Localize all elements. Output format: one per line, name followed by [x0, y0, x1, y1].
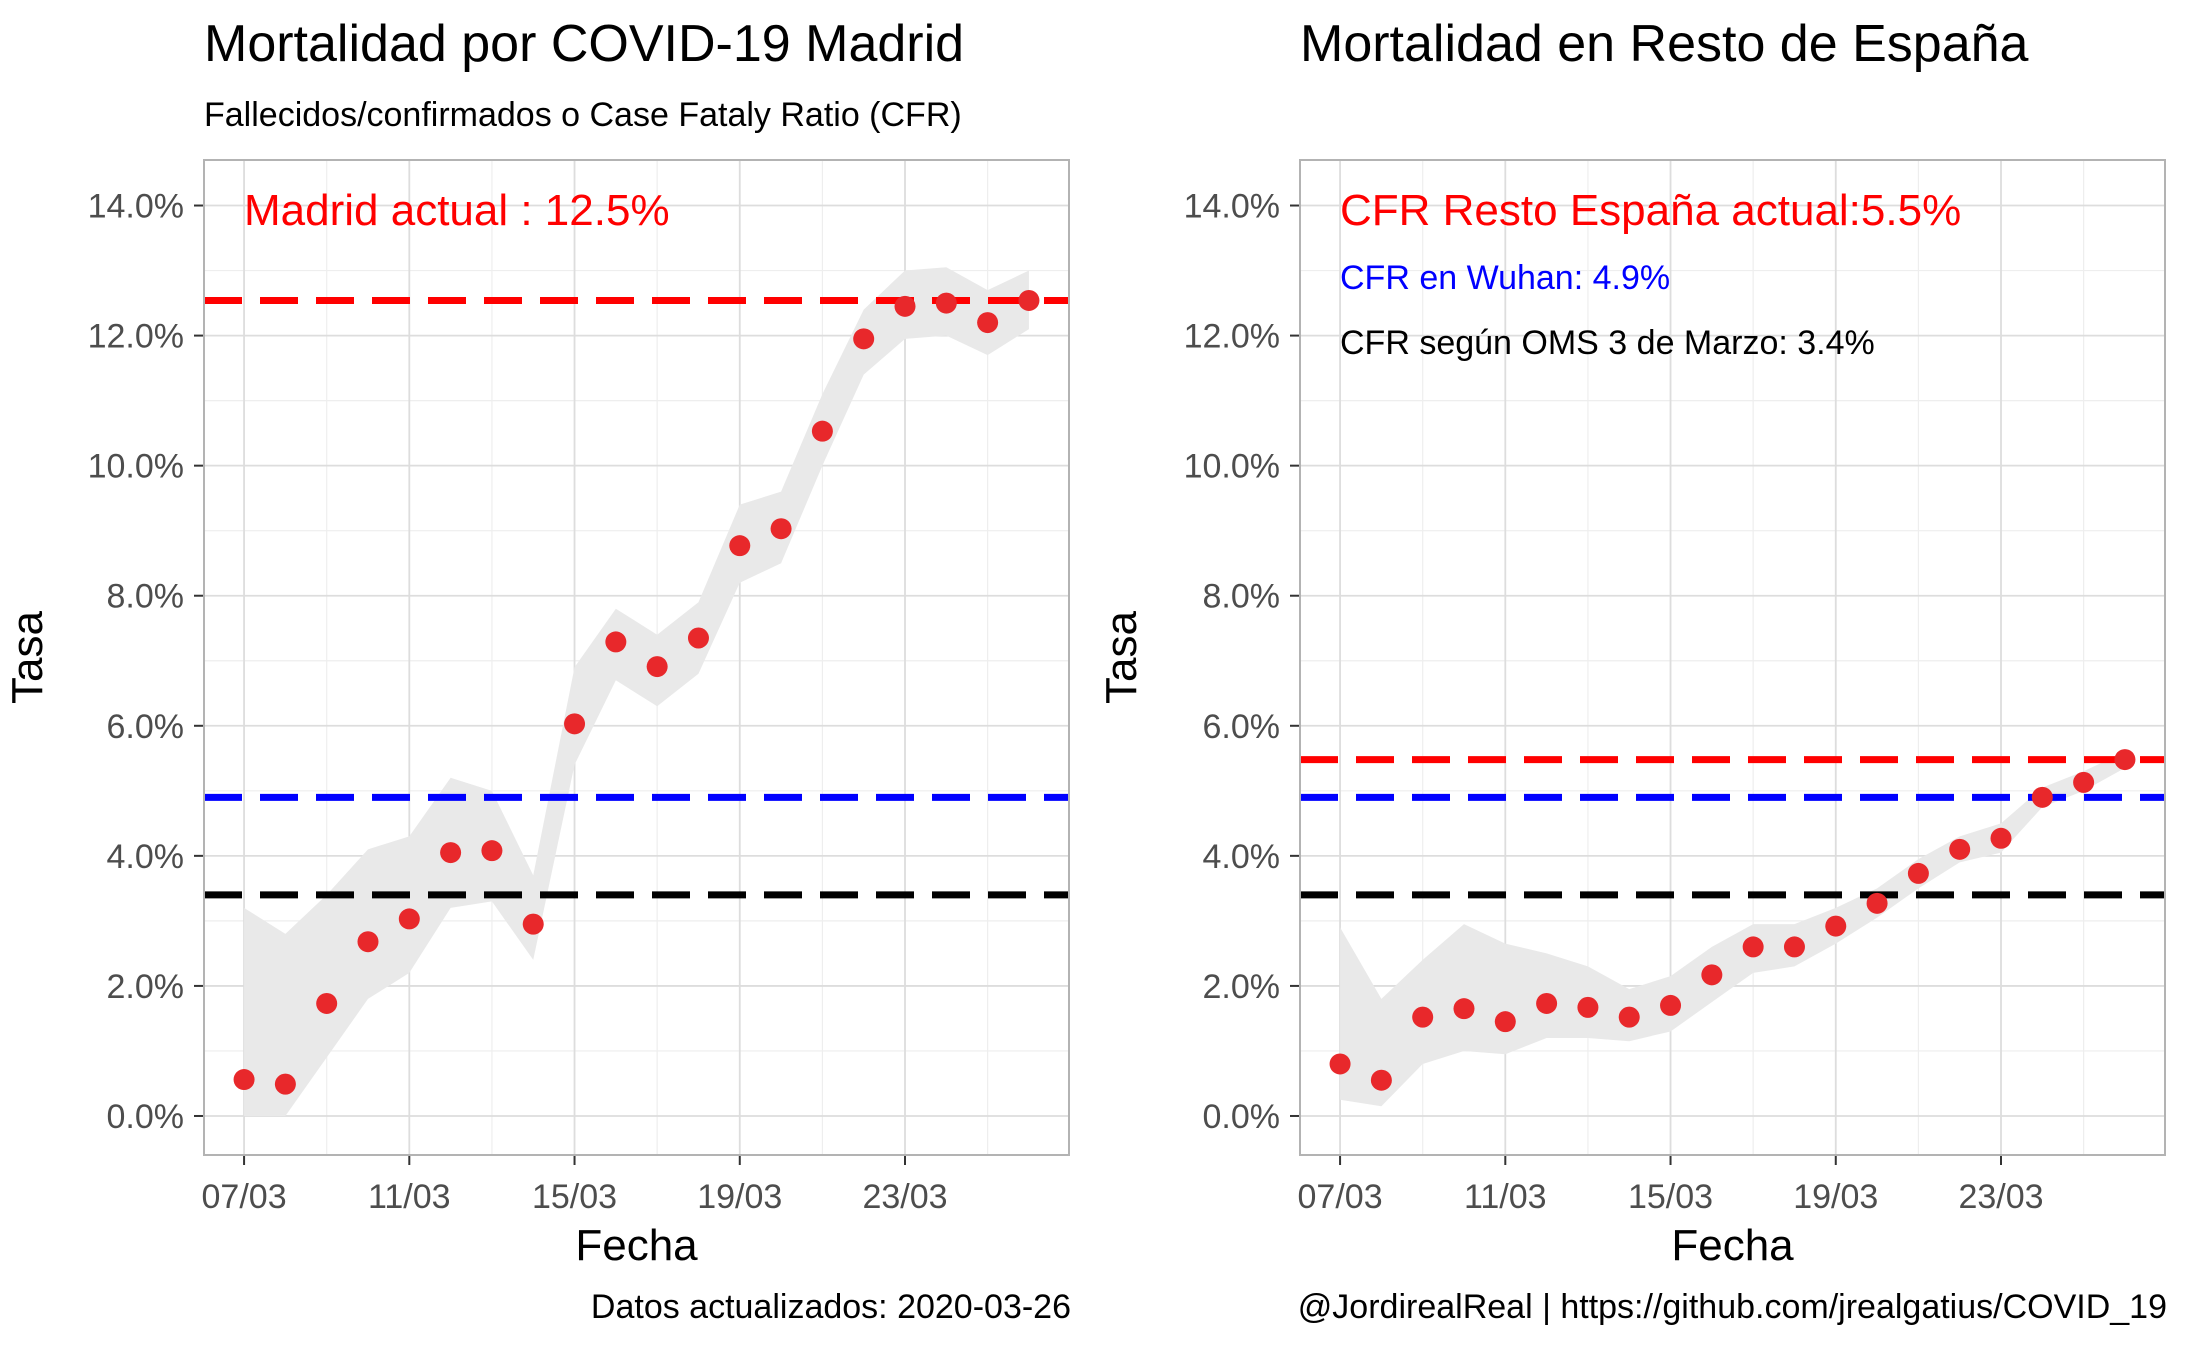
data-point — [398, 908, 420, 930]
y-tick-label: 6.0% — [107, 708, 185, 746]
data-point — [1990, 827, 2012, 849]
data-point — [1742, 936, 1764, 958]
chart-subtitle: Fallecidos/confirmados o Case Fataly Rat… — [204, 96, 962, 134]
x-tick-label: 07/03 — [202, 1178, 287, 1216]
y-tick-label: 12.0% — [1184, 318, 1280, 356]
annotation-label: Madrid actual : 12.5% — [244, 186, 670, 235]
data-point — [1370, 1069, 1392, 1091]
y-axis-title: Tasa — [1097, 611, 1146, 704]
x-axis-title: Fecha — [575, 1221, 698, 1270]
y-tick-label: 4.0% — [1203, 838, 1281, 876]
data-point — [646, 656, 668, 678]
chart-panel-madrid: Mortalidad por COVID-19 Madrid Fallecido… — [0, 0, 1093, 1350]
data-point — [357, 931, 379, 953]
x-tick-label: 11/03 — [368, 1178, 451, 1216]
data-point — [274, 1073, 296, 1095]
data-point — [811, 420, 833, 442]
chart-footer: @JordirealReal | https://github.com/jrea… — [1297, 1288, 2167, 1326]
data-point — [2031, 786, 2053, 808]
data-point — [2073, 771, 2095, 793]
data-point — [1783, 936, 1805, 958]
chart-title: Mortalidad por COVID-19 Madrid — [204, 15, 965, 73]
x-tick-label: 15/03 — [532, 1178, 617, 1216]
x-axis-title: Fecha — [1671, 1221, 1794, 1270]
y-tick-label: 8.0% — [1203, 578, 1281, 616]
data-point — [1494, 1011, 1516, 1033]
data-point — [1907, 862, 1929, 884]
data-point — [1618, 1006, 1640, 1028]
data-point — [522, 913, 544, 935]
data-point — [1701, 964, 1723, 986]
data-point — [977, 312, 999, 334]
y-axis-title: Tasa — [3, 611, 52, 704]
data-point — [2114, 749, 2136, 771]
y-tick-label: 12.0% — [88, 318, 184, 356]
x-tick-label: 11/03 — [1464, 1178, 1547, 1216]
y-tick-label: 2.0% — [1203, 968, 1281, 1006]
y-tick-label: 14.0% — [1184, 188, 1280, 226]
y-tick-label: 8.0% — [107, 578, 185, 616]
data-point — [1949, 838, 1971, 860]
chart-footer: Datos actualizados: 2020-03-26 — [590, 1288, 1071, 1326]
data-point — [1866, 892, 1888, 914]
y-tick-label: 10.0% — [1184, 448, 1280, 486]
data-point — [1536, 992, 1558, 1014]
data-point — [853, 328, 875, 350]
annotation-label: CFR Resto España actual:5.5% — [1340, 186, 1961, 235]
y-tick-label: 0.0% — [1203, 1098, 1281, 1136]
data-point — [687, 627, 709, 649]
annotation-label: CFR en Wuhan: 4.9% — [1340, 259, 1670, 297]
data-point — [1018, 289, 1040, 311]
x-tick-label: 15/03 — [1628, 1178, 1713, 1216]
data-point — [1412, 1006, 1434, 1028]
plot-border — [1299, 159, 2166, 1156]
data-point — [894, 295, 916, 317]
data-point — [1660, 994, 1682, 1016]
chart-title: Mortalidad en Resto de España — [1300, 15, 2029, 73]
data-point — [729, 535, 751, 557]
y-tick-label: 6.0% — [1203, 708, 1281, 746]
data-point — [316, 992, 338, 1014]
y-tick-label: 4.0% — [107, 838, 185, 876]
data-point — [770, 518, 792, 540]
data-point — [440, 842, 462, 864]
data-point — [935, 292, 957, 314]
chart-svg-madrid: 0.0% 2.0% 4.0% 6.0% 8.0% 10.0% 12.0% 14.0% 07/03… — [3, 159, 1070, 1270]
data-point — [1577, 996, 1599, 1018]
x-tick-label: 19/03 — [1793, 1178, 1878, 1216]
y-tick-label: 0.0% — [107, 1098, 185, 1136]
confidence-band — [1340, 751, 2125, 1107]
annotation-label: CFR según OMS 3 de Marzo: 3.4% — [1340, 324, 1875, 362]
y-tick-label: 14.0% — [88, 188, 184, 226]
data-point — [1329, 1053, 1351, 1075]
data-point — [1825, 915, 1847, 937]
data-point — [233, 1069, 255, 1091]
x-tick-label: 07/03 — [1298, 1178, 1383, 1216]
chart-panel-resto-espana: Mortalidad en Resto de España 0.0% 2.0% 4.… — [1094, 0, 2187, 1350]
data-point — [564, 713, 586, 735]
x-tick-label: 19/03 — [697, 1178, 782, 1216]
y-tick-label: 10.0% — [88, 448, 184, 486]
plot-border — [203, 159, 1070, 1156]
x-tick-label: 23/03 — [1958, 1178, 2043, 1216]
data-point — [481, 840, 503, 862]
data-point — [1453, 998, 1475, 1020]
data-point — [605, 631, 627, 653]
y-tick-label: 2.0% — [107, 968, 185, 1006]
confidence-band — [244, 267, 1029, 1116]
chart-svg-resto-espana: 0.0% 2.0% 4.0% 6.0% 8.0% 10.0% 12.0% 14.0% 07/03… — [1097, 159, 2166, 1270]
x-tick-label: 23/03 — [862, 1178, 947, 1216]
